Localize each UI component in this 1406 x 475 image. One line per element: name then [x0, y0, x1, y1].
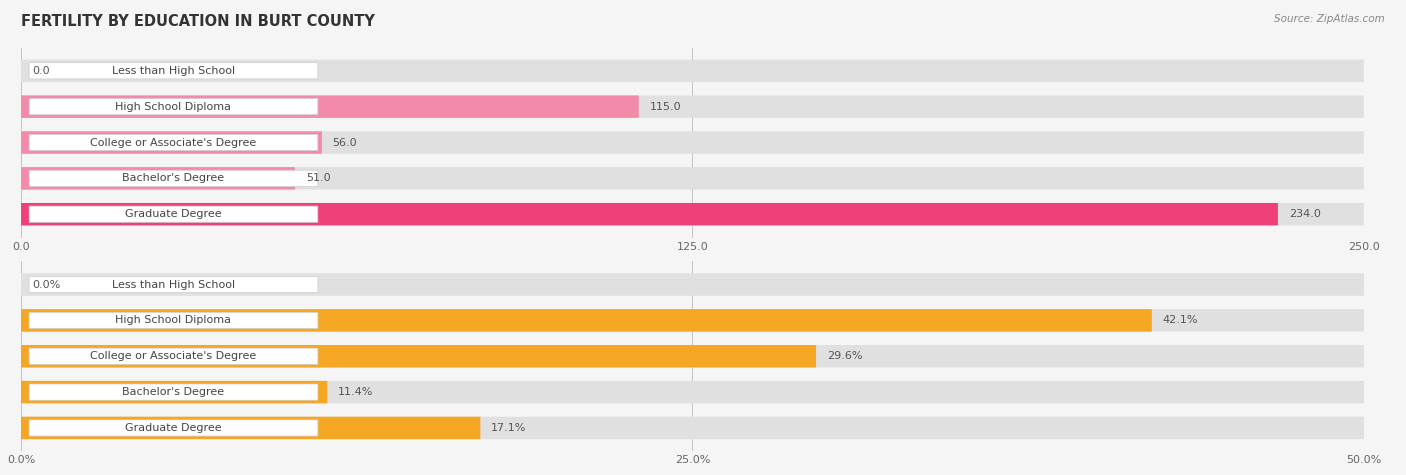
FancyBboxPatch shape [21, 167, 295, 190]
Text: Bachelor's Degree: Bachelor's Degree [122, 173, 225, 183]
FancyBboxPatch shape [21, 131, 322, 154]
Text: 42.1%: 42.1% [1163, 315, 1198, 325]
Text: 17.1%: 17.1% [491, 423, 526, 433]
FancyBboxPatch shape [21, 167, 1364, 190]
Text: 234.0: 234.0 [1289, 209, 1320, 219]
Text: 51.0: 51.0 [305, 173, 330, 183]
Text: High School Diploma: High School Diploma [115, 315, 232, 325]
Text: College or Associate's Degree: College or Associate's Degree [90, 351, 257, 361]
FancyBboxPatch shape [30, 384, 318, 400]
Text: 56.0: 56.0 [333, 137, 357, 148]
FancyBboxPatch shape [30, 348, 318, 364]
FancyBboxPatch shape [30, 134, 318, 151]
FancyBboxPatch shape [21, 345, 815, 368]
FancyBboxPatch shape [30, 420, 318, 436]
Text: Graduate Degree: Graduate Degree [125, 209, 222, 219]
Text: Source: ZipAtlas.com: Source: ZipAtlas.com [1274, 14, 1385, 24]
FancyBboxPatch shape [30, 98, 318, 115]
FancyBboxPatch shape [30, 206, 318, 222]
FancyBboxPatch shape [30, 276, 318, 293]
Text: 0.0%: 0.0% [32, 280, 60, 290]
FancyBboxPatch shape [21, 381, 1364, 403]
FancyBboxPatch shape [21, 203, 1278, 226]
FancyBboxPatch shape [21, 95, 1364, 118]
FancyBboxPatch shape [21, 95, 638, 118]
Text: 29.6%: 29.6% [827, 351, 862, 361]
FancyBboxPatch shape [21, 273, 1364, 296]
Text: College or Associate's Degree: College or Associate's Degree [90, 137, 257, 148]
FancyBboxPatch shape [30, 312, 318, 329]
Text: Bachelor's Degree: Bachelor's Degree [122, 387, 225, 397]
FancyBboxPatch shape [21, 381, 328, 403]
Text: Graduate Degree: Graduate Degree [125, 423, 222, 433]
Text: 0.0: 0.0 [32, 66, 49, 76]
FancyBboxPatch shape [21, 417, 1364, 439]
Text: High School Diploma: High School Diploma [115, 102, 232, 112]
FancyBboxPatch shape [21, 309, 1152, 332]
FancyBboxPatch shape [30, 170, 318, 187]
FancyBboxPatch shape [21, 417, 481, 439]
Text: 11.4%: 11.4% [337, 387, 374, 397]
FancyBboxPatch shape [21, 203, 1364, 226]
Text: Less than High School: Less than High School [112, 66, 235, 76]
Text: Less than High School: Less than High School [112, 280, 235, 290]
FancyBboxPatch shape [21, 131, 1364, 154]
FancyBboxPatch shape [21, 59, 1364, 82]
FancyBboxPatch shape [30, 63, 318, 79]
FancyBboxPatch shape [21, 309, 1364, 332]
Text: 115.0: 115.0 [650, 102, 681, 112]
FancyBboxPatch shape [21, 345, 1364, 368]
Text: FERTILITY BY EDUCATION IN BURT COUNTY: FERTILITY BY EDUCATION IN BURT COUNTY [21, 14, 375, 29]
